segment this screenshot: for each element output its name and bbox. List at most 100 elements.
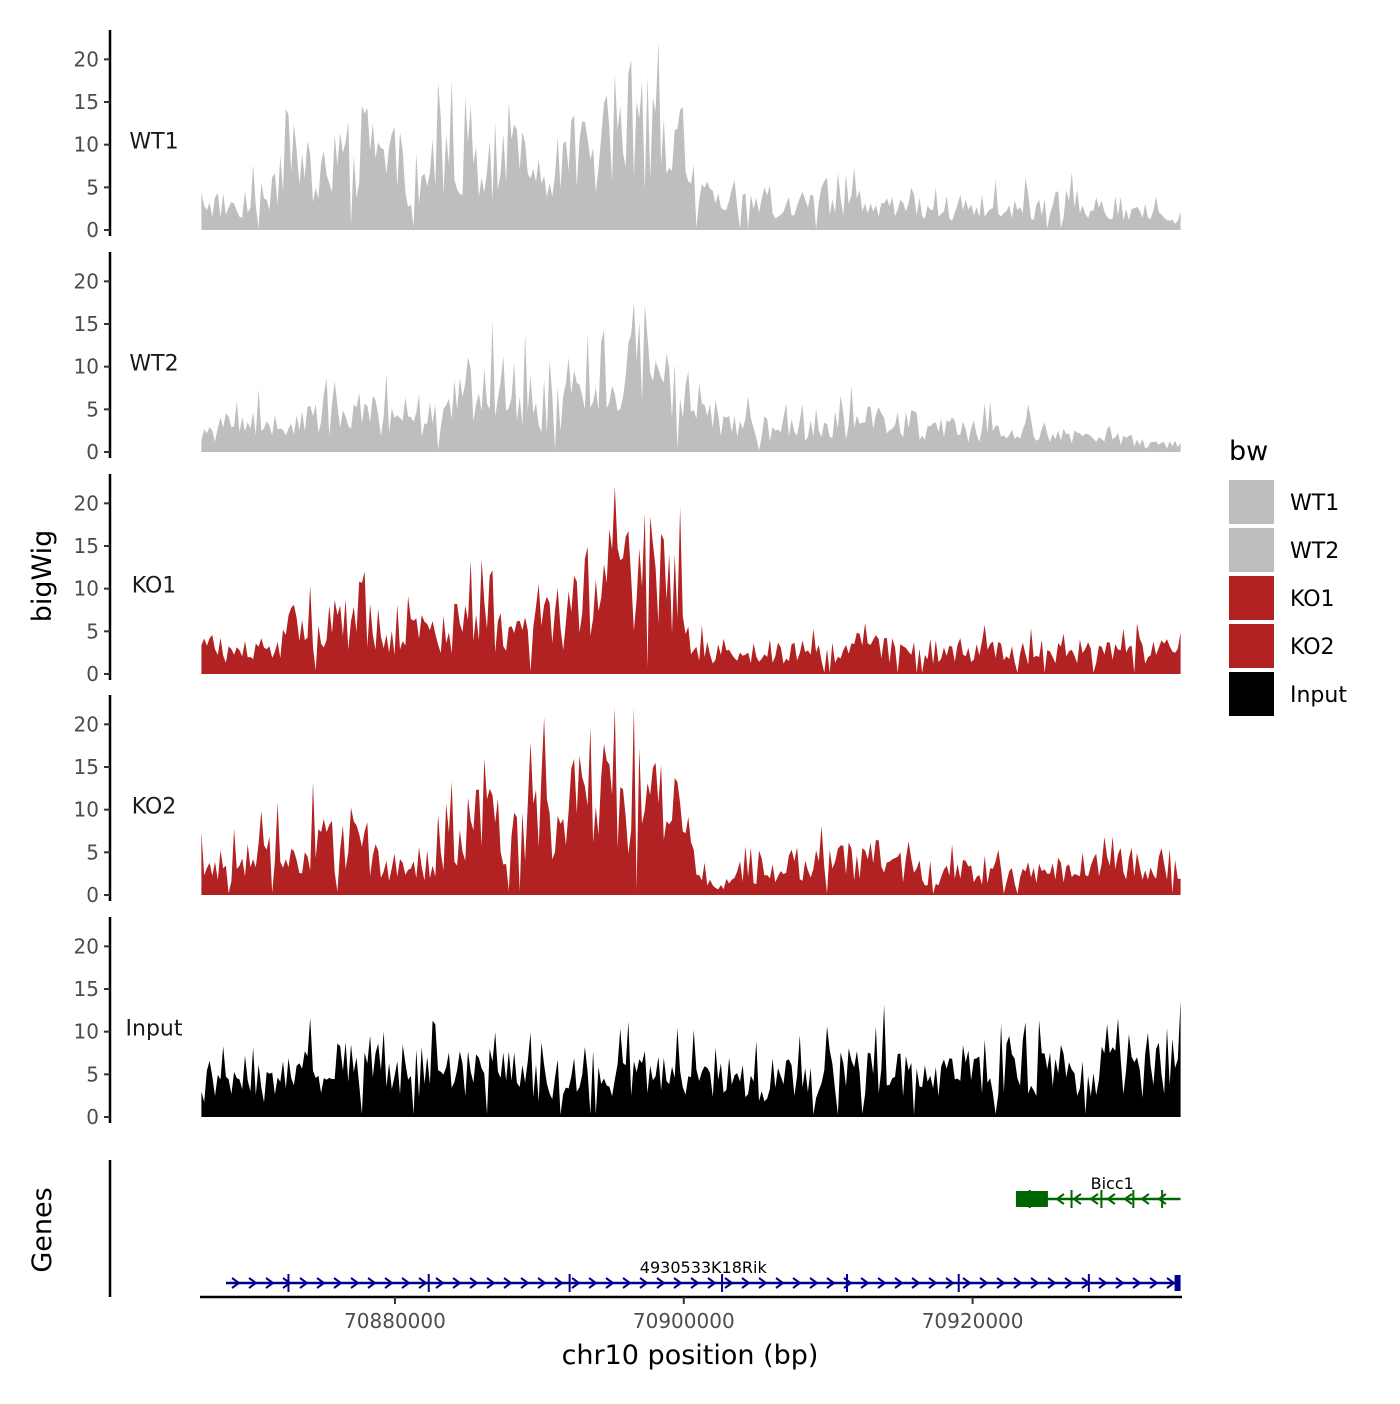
y-tick-label: 5 <box>86 619 99 643</box>
x-tick-label: 70880000 <box>344 1309 446 1333</box>
y-tick-label: 20 <box>74 47 99 71</box>
strand-arrow <box>1055 1193 1065 1205</box>
strand-arrow <box>622 1277 632 1289</box>
x-tick-label: 70920000 <box>922 1309 1024 1333</box>
coverage-area-ko2 <box>201 707 1181 895</box>
strand-arrow <box>1132 1277 1142 1289</box>
y-tick-label: 15 <box>74 312 99 336</box>
strand-arrow <box>996 1277 1006 1289</box>
strand-arrow <box>639 1277 649 1289</box>
strand-arrow <box>401 1277 411 1289</box>
strand-arrow <box>282 1277 292 1289</box>
y-tick-label: 10 <box>74 577 99 601</box>
panel-ko1: 0 5 10 15 20 KO1 <box>74 474 1181 686</box>
strand-arrow <box>775 1277 785 1289</box>
genes-panel: 4930533K18Rik Bicc1 <box>108 1160 1181 1297</box>
track-label-wt2: WT2 <box>129 351 178 376</box>
strand-arrow <box>945 1277 955 1289</box>
y-tick-label: 10 <box>74 133 99 157</box>
y-tick-label: 10 <box>74 1020 99 1044</box>
y-tick-label: 15 <box>74 534 99 558</box>
x-axis: 70880000 70900000 70920000 <box>200 1295 1182 1333</box>
legend-swatch <box>1229 480 1274 524</box>
x-axis-title: chr10 position (bp) <box>562 1340 819 1371</box>
strand-arrow <box>1140 1193 1150 1205</box>
strand-arrow <box>1149 1277 1159 1289</box>
strand-arrow <box>809 1277 819 1289</box>
exon-block <box>1174 1275 1181 1291</box>
legend-label: WT2 <box>1290 539 1339 564</box>
y-tick-label: 15 <box>74 90 99 114</box>
x-tick-label: 70900000 <box>633 1309 735 1333</box>
strand-arrow <box>962 1277 972 1289</box>
strand-arrow <box>503 1277 513 1289</box>
strand-arrow <box>1115 1277 1125 1289</box>
y-tick-label: 0 <box>86 218 99 242</box>
y-tick-label: 20 <box>74 491 99 515</box>
strand-arrow <box>299 1277 309 1289</box>
y-tick-label: 0 <box>86 883 99 907</box>
strand-arrow <box>690 1277 700 1289</box>
y-tick-label: 5 <box>86 1062 99 1086</box>
y-tick-label: 10 <box>74 798 99 822</box>
coverage-area-wt2 <box>201 301 1181 452</box>
y-tick-label: 15 <box>74 977 99 1001</box>
strand-arrow <box>707 1277 717 1289</box>
strand-arrow <box>877 1277 887 1289</box>
strand-arrow <box>469 1277 479 1289</box>
legend-item-input: Input <box>1229 672 1347 716</box>
y-tick-label: 20 <box>74 712 99 736</box>
genes-axis-title: Genes <box>27 1187 58 1272</box>
track-label-ko1: KO1 <box>132 573 177 598</box>
strand-arrow <box>520 1277 530 1289</box>
strand-arrow <box>1106 1193 1116 1205</box>
track-label-input: Input <box>126 1016 183 1041</box>
panel-wt1: 0 5 10 15 20 WT1 <box>74 30 1181 242</box>
strand-arrow <box>1166 1277 1176 1289</box>
legend-swatch <box>1229 528 1274 572</box>
strand-arrow <box>435 1277 445 1289</box>
strand-arrow <box>758 1277 768 1289</box>
strand-arrow <box>894 1277 904 1289</box>
track-panels: 0 5 10 15 20 WT1 0 5 10 15 20 WT2 0 5 10 15 20 KO1 0 5 10 15 2… <box>74 30 1181 1129</box>
panel-wt2: 0 5 10 15 20 WT2 <box>74 252 1181 464</box>
exon-block <box>1015 1191 1048 1207</box>
strand-arrow <box>316 1277 326 1289</box>
strand-arrow <box>248 1277 258 1289</box>
strand-arrow <box>1064 1277 1074 1289</box>
strand-arrow <box>928 1277 938 1289</box>
strand-arrow <box>673 1277 683 1289</box>
legend-label: Input <box>1290 683 1347 708</box>
track-label-ko2: KO2 <box>132 794 177 819</box>
coverage-area-input <box>201 1000 1181 1117</box>
strand-arrow <box>265 1277 275 1289</box>
strand-arrow <box>741 1277 751 1289</box>
strand-arrow <box>826 1277 836 1289</box>
strand-arrow <box>231 1277 241 1289</box>
strand-arrow <box>333 1277 343 1289</box>
legend-swatch <box>1229 576 1274 620</box>
y-tick-label: 20 <box>74 269 99 293</box>
y-tick-label: 0 <box>86 440 99 464</box>
legend-title: bw <box>1229 436 1268 467</box>
legend: bw WT1 WT2 KO1 KO2 Input <box>1229 436 1347 716</box>
strand-arrow <box>605 1277 615 1289</box>
strand-arrow <box>554 1277 564 1289</box>
gene-label: 4930533K18Rik <box>640 1258 768 1277</box>
strand-arrow <box>1098 1277 1108 1289</box>
legend-swatch <box>1229 672 1274 716</box>
panel-input: 0 5 10 15 20 Input <box>74 917 1181 1129</box>
y-tick-label: 0 <box>86 662 99 686</box>
y-tick-label: 5 <box>86 397 99 421</box>
strand-arrow <box>452 1277 462 1289</box>
y-tick-label: 20 <box>74 934 99 958</box>
strand-arrow <box>1123 1193 1133 1205</box>
strand-arrow <box>367 1277 377 1289</box>
legend-item-ko1: KO1 <box>1229 576 1335 620</box>
legend-label: WT1 <box>1290 491 1339 516</box>
legend-label: KO1 <box>1290 587 1335 612</box>
strand-arrow <box>1030 1277 1040 1289</box>
y-tick-label: 10 <box>74 355 99 379</box>
